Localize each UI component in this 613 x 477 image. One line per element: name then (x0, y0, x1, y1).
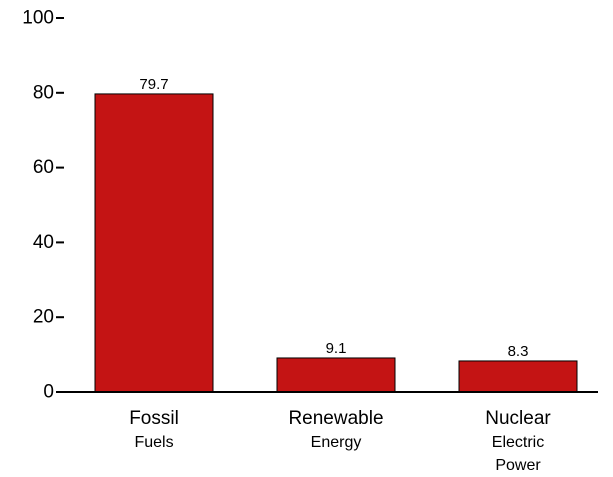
x-axis-labels: Fossil Fuels Renewable Energy Nuclear Electri… (129, 408, 551, 474)
data-label: 79.7 (139, 76, 168, 93)
y-tick-label: 80 (33, 82, 54, 103)
data-label: 9.1 (326, 340, 347, 357)
x-category-label: Fossil Fuels (129, 408, 179, 451)
y-tick-label: 0 (43, 382, 54, 403)
x-category-label-line: Energy (311, 434, 362, 451)
x-category-label-line: Electric (492, 434, 544, 451)
x-category-label-line: Fossil (129, 408, 179, 429)
y-tick-label: 20 (33, 307, 54, 328)
bars: 79.7 9.1 8.3 (94, 76, 578, 393)
x-category-label-line: Renewable (288, 408, 383, 429)
y-axis: 0 20 40 60 80 100 (22, 8, 64, 403)
bar (458, 360, 578, 393)
bar (276, 357, 396, 393)
y-tick-label: 60 (33, 157, 54, 178)
x-category-label-line: Power (495, 457, 541, 474)
x-category-label: Renewable Energy (288, 408, 383, 451)
y-tick-label: 40 (33, 232, 54, 253)
x-category-label-line: Fuels (134, 434, 173, 451)
bar (94, 93, 214, 393)
y-tick-label: 100 (22, 8, 54, 29)
x-category-label-line: Nuclear (485, 408, 551, 429)
data-label: 8.3 (508, 343, 529, 360)
x-category-label: Nuclear Electric Power (485, 408, 551, 474)
